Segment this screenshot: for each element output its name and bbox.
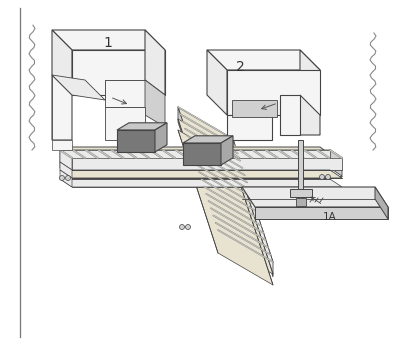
Polygon shape xyxy=(60,170,342,178)
Polygon shape xyxy=(233,139,273,277)
Polygon shape xyxy=(375,187,388,219)
Polygon shape xyxy=(183,136,233,143)
Polygon shape xyxy=(60,150,72,170)
Polygon shape xyxy=(105,107,145,140)
Polygon shape xyxy=(117,123,167,130)
Polygon shape xyxy=(52,140,72,150)
Polygon shape xyxy=(52,30,165,50)
Polygon shape xyxy=(117,130,155,152)
Polygon shape xyxy=(60,170,72,187)
Polygon shape xyxy=(255,207,388,219)
Polygon shape xyxy=(207,50,227,115)
Circle shape xyxy=(60,176,64,180)
Polygon shape xyxy=(178,130,273,285)
Polygon shape xyxy=(60,150,72,176)
Polygon shape xyxy=(207,50,320,70)
Polygon shape xyxy=(72,158,342,170)
Circle shape xyxy=(180,225,184,229)
Circle shape xyxy=(326,175,330,179)
Polygon shape xyxy=(72,50,165,95)
Polygon shape xyxy=(178,119,273,274)
Polygon shape xyxy=(145,80,165,127)
Polygon shape xyxy=(280,95,300,135)
Polygon shape xyxy=(52,30,72,95)
Polygon shape xyxy=(155,123,167,152)
Polygon shape xyxy=(330,150,342,176)
Polygon shape xyxy=(298,140,303,200)
Circle shape xyxy=(66,176,70,180)
Polygon shape xyxy=(300,95,320,135)
Polygon shape xyxy=(300,50,320,115)
Text: 2: 2 xyxy=(236,60,244,74)
Polygon shape xyxy=(232,100,277,117)
Polygon shape xyxy=(58,147,328,153)
Polygon shape xyxy=(145,30,165,95)
Polygon shape xyxy=(183,143,221,165)
Polygon shape xyxy=(178,107,273,262)
Polygon shape xyxy=(221,136,233,165)
Polygon shape xyxy=(60,150,342,158)
Circle shape xyxy=(186,225,190,229)
Polygon shape xyxy=(52,75,72,140)
Circle shape xyxy=(320,175,324,179)
Polygon shape xyxy=(105,80,145,107)
Text: 1: 1 xyxy=(104,36,112,50)
Text: 1A: 1A xyxy=(323,212,337,222)
Polygon shape xyxy=(290,189,312,197)
Polygon shape xyxy=(227,115,272,140)
Polygon shape xyxy=(227,70,320,115)
Polygon shape xyxy=(60,150,330,162)
Polygon shape xyxy=(60,162,342,170)
Polygon shape xyxy=(105,80,145,100)
Polygon shape xyxy=(296,198,306,206)
Polygon shape xyxy=(60,162,72,178)
Polygon shape xyxy=(52,75,105,100)
Polygon shape xyxy=(178,107,218,245)
Polygon shape xyxy=(60,179,342,187)
Polygon shape xyxy=(242,187,388,207)
